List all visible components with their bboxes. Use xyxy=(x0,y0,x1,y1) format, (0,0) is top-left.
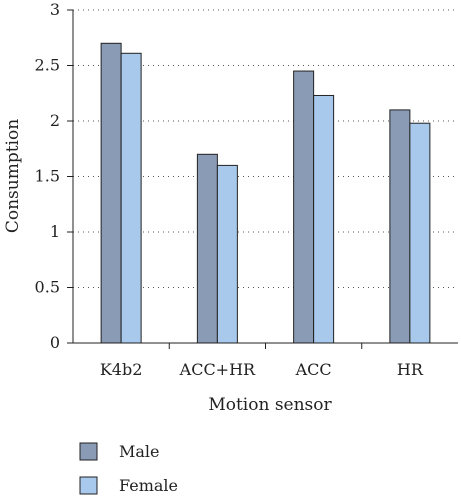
x-axis-label: Motion sensor xyxy=(208,395,332,415)
y-tick-label: 3 xyxy=(50,0,60,19)
x-tick-label: ACC xyxy=(295,360,332,379)
y-tick-label: 2 xyxy=(50,111,60,130)
y-tick-labels: 0 0.5 1 1.5 2 2.5 3 xyxy=(35,0,60,352)
y-tick-label: 1.5 xyxy=(35,167,60,186)
bar-male-acc xyxy=(293,70,315,344)
bar-male-k4b2 xyxy=(100,42,122,344)
y-tick-label: 2.5 xyxy=(35,56,60,75)
legend: Male Female xyxy=(79,442,178,495)
legend-swatch-female xyxy=(79,476,98,495)
y-axis-label: Consumption xyxy=(3,119,23,233)
bar-female-acc-hr xyxy=(216,164,238,344)
y-tick-label: 0 xyxy=(50,333,60,352)
axes xyxy=(67,9,458,349)
x-tick-label: ACC+HR xyxy=(179,360,256,379)
legend-swatch-male xyxy=(79,442,98,461)
bar-female-acc xyxy=(313,94,335,344)
bar-female-k4b2 xyxy=(120,52,142,344)
bar-female-hr xyxy=(409,122,431,344)
legend-label-female: Female xyxy=(119,476,178,495)
y-tick-label: 1 xyxy=(50,222,60,241)
bar-male-acc-hr xyxy=(196,153,218,344)
legend-label-male: Male xyxy=(119,442,160,461)
x-tick-label: HR xyxy=(397,360,424,379)
x-tick-labels: K4b2 ACC+HR ACC HR xyxy=(100,360,424,379)
bar-male-hr xyxy=(389,109,411,344)
x-tick-label: K4b2 xyxy=(100,360,143,379)
y-tick-label: 0.5 xyxy=(35,278,60,297)
bars xyxy=(100,42,431,344)
